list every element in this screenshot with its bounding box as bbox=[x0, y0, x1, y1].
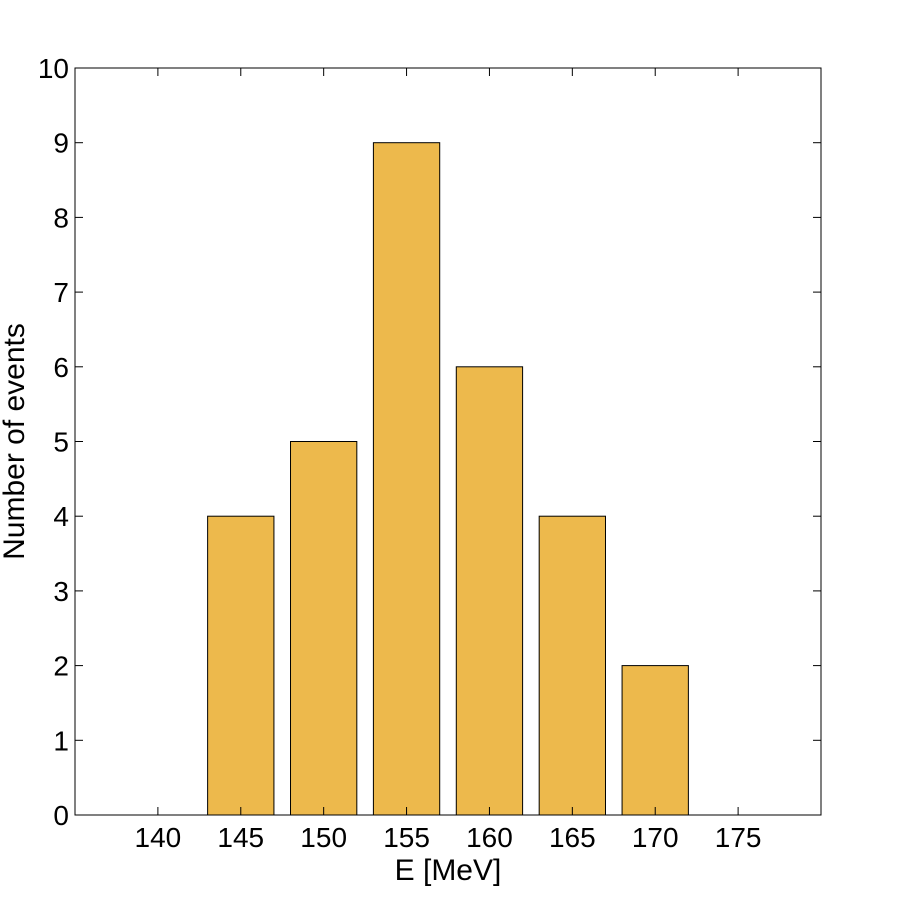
y-tick-label-2: 2 bbox=[53, 651, 69, 682]
x-tick-label-155: 155 bbox=[383, 822, 430, 853]
x-tick-label-160: 160 bbox=[466, 822, 513, 853]
y-tick-label-1: 1 bbox=[53, 725, 69, 756]
bar-160 bbox=[455, 366, 524, 816]
bars-layer bbox=[207, 142, 689, 816]
bar-170 bbox=[621, 665, 689, 816]
x-tick-label-140: 140 bbox=[135, 822, 182, 853]
y-tick-label-9: 9 bbox=[53, 128, 69, 159]
bar-155 bbox=[372, 142, 441, 816]
y-tick-label-4: 4 bbox=[53, 501, 69, 532]
y-tick-label-3: 3 bbox=[53, 576, 69, 607]
y-tick-label-5: 5 bbox=[53, 427, 69, 458]
plot-area bbox=[75, 68, 821, 815]
x-tick-label-175: 175 bbox=[715, 822, 762, 853]
y-tick-label-0: 0 bbox=[53, 800, 69, 831]
bar-145 bbox=[207, 515, 275, 816]
y-tick-label-6: 6 bbox=[53, 352, 69, 383]
ticks-layer bbox=[75, 67, 821, 816]
x-tick-labels: 140 145 150 155 160 165 170 175 bbox=[135, 822, 762, 853]
x-tick-label-150: 150 bbox=[300, 822, 347, 853]
y-tick-label-10: 10 bbox=[38, 53, 69, 84]
x-tick-label-145: 145 bbox=[217, 822, 264, 853]
y-tick-label-8: 8 bbox=[53, 202, 69, 233]
bar-165 bbox=[538, 515, 606, 816]
plot-frame bbox=[74, 67, 822, 816]
y-axis-label: Number of events bbox=[0, 323, 31, 560]
x-tick-label-170: 170 bbox=[632, 822, 679, 853]
bar-150 bbox=[290, 441, 358, 816]
y-tick-label-7: 7 bbox=[53, 277, 69, 308]
x-tick-label-165: 165 bbox=[549, 822, 596, 853]
y-tick-labels: 0 1 2 3 4 5 6 7 8 9 10 bbox=[38, 53, 69, 831]
x-axis-label: E [MeV] bbox=[395, 854, 502, 887]
